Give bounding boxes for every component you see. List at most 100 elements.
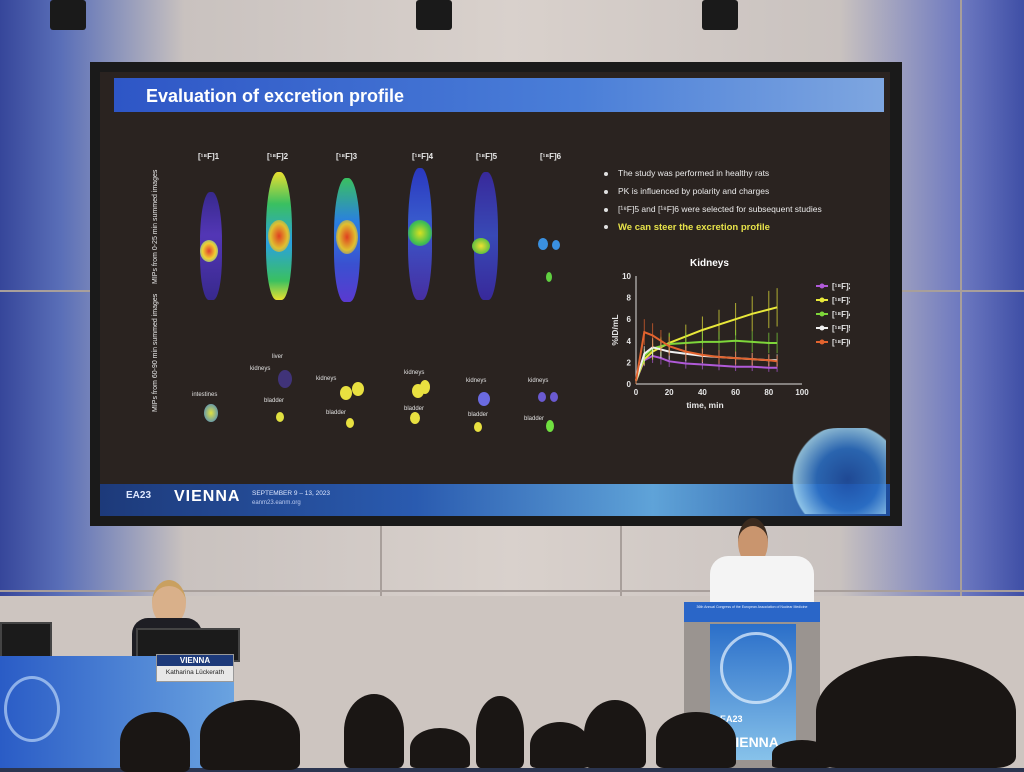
mip-hotspot [472, 238, 490, 254]
audience-head [530, 722, 590, 768]
x-axis-label: time, min [686, 400, 723, 410]
organ-label: kidneys [316, 376, 337, 382]
name-sign: VIENNA Katharina Lückerath [156, 654, 234, 682]
mip-hotspot [538, 238, 548, 250]
slide-title-bar: Evaluation of excretion profile [114, 78, 884, 112]
legend-marker [819, 311, 825, 317]
ferris-wheel-graphic [4, 676, 60, 742]
y-tick-label: 10 [622, 272, 631, 281]
compound-label: [¹⁸F]2 [267, 152, 289, 161]
audience-head [200, 700, 300, 770]
audience-head [656, 712, 736, 768]
podium-banner: 36th Annual Congress of the European Ass… [684, 602, 820, 622]
bullet-dot [604, 189, 608, 194]
slide-title: Evaluation of excretion profile [146, 86, 405, 106]
legend-marker [819, 325, 825, 331]
series-line [635, 330, 778, 381]
organ-label: kidneys [528, 378, 549, 384]
legend-marker [819, 339, 825, 345]
mip-hotspot [200, 240, 218, 262]
series-line [635, 339, 778, 382]
audience-head [476, 696, 524, 768]
organ-label: kidneys [404, 370, 425, 376]
compound-label: [¹⁸F]6 [540, 152, 562, 161]
y-tick-label: 4 [627, 337, 632, 346]
y-tick-label: 0 [627, 380, 632, 389]
audience-head [816, 656, 1016, 768]
highlight-bullet: We can steer the excretion profile [604, 222, 770, 233]
wall-seam [620, 526, 622, 596]
organ-label: kidneys [466, 378, 487, 384]
mip-hotspot [550, 392, 558, 402]
x-tick-label: 100 [795, 388, 809, 397]
legend-label: [¹⁸F]6 [832, 338, 850, 347]
row-label-early: MIPs from 0-25 min summed images [152, 169, 159, 284]
ceiling-spotlight [50, 0, 86, 30]
series-line [635, 354, 778, 382]
footer-city: VIENNA [174, 488, 241, 505]
mip-hotspot [474, 422, 482, 432]
compound-label: [¹⁸F]1 [198, 152, 220, 161]
wall-seam [960, 0, 962, 600]
slide-footer-band [100, 484, 890, 516]
podium-logo: EA23 [720, 714, 743, 724]
mip-hotspot [478, 392, 490, 406]
ceiling-spotlight [702, 0, 738, 30]
y-tick-label: 2 [627, 358, 632, 367]
mip-hotspot [546, 420, 554, 432]
bullet-dot [604, 207, 608, 212]
x-tick-label: 40 [698, 388, 707, 397]
x-tick-label: 20 [665, 388, 674, 397]
monitor [0, 622, 52, 662]
mip-hotspot [408, 220, 432, 246]
ceiling-spotlight [416, 0, 452, 30]
bullet-dot [604, 171, 608, 176]
organ-label: bladder [524, 416, 545, 422]
y-axis-label: %ID/mL [610, 314, 620, 345]
mip-hotspot [538, 392, 546, 402]
mip-hotspot [552, 240, 560, 250]
organ-label: liver [272, 354, 284, 360]
mip-hotspot [410, 412, 420, 424]
audience-head [120, 712, 190, 772]
series-line [635, 306, 778, 382]
footer-url: eanm23.eanm.org [252, 500, 301, 506]
legend-marker [819, 283, 825, 289]
y-tick-label: 8 [627, 294, 632, 303]
x-tick-label: 80 [764, 388, 773, 397]
mip-hotspot [352, 382, 364, 396]
mip-hotspot [276, 412, 284, 422]
name-sign-name: Katharina Lückerath [165, 669, 225, 676]
organ-label: intestines [192, 392, 218, 398]
x-tick-label: 0 [634, 388, 639, 397]
name-sign-city: VIENNA [157, 655, 233, 666]
mip-hotspot [268, 220, 290, 252]
organ-label: bladder [326, 410, 347, 416]
bullet-item: The study was performed in healthy rats [604, 168, 769, 178]
bullet-item: PK is influenced by polarity and charges [604, 186, 769, 196]
mip-hotspot [278, 370, 292, 388]
organ-label: bladder [468, 412, 489, 418]
mip-hotspot [340, 386, 352, 400]
organ-label: bladder [404, 406, 425, 412]
mip-hotspot [204, 404, 218, 422]
y-tick-label: 6 [627, 315, 632, 324]
legend-label: [¹⁸F]2 [832, 282, 850, 291]
mip-hotspot [420, 380, 430, 394]
compound-label: [¹⁸F]4 [412, 152, 434, 161]
organ-label: kidneys [250, 366, 271, 372]
eanm-logo: EA23 [126, 490, 152, 501]
audience-head [410, 728, 470, 768]
bullet-dot [604, 225, 608, 230]
speaker-shirt [710, 556, 814, 606]
ferris-wheel-graphic [720, 632, 792, 704]
ferris-wheel-graphic [790, 428, 886, 514]
footer-dates: SEPTEMBER 9 – 13, 2023 [252, 490, 331, 497]
podium-panel: EA23 VIENNA [710, 624, 796, 760]
kidney-uptake-chart: 0 20 40 60 80 100 0 2 4 6 8 10 time, min %ID/mL [¹⁸F]2… [610, 272, 850, 410]
chart-title: Kidneys [690, 258, 729, 269]
wall-seam [0, 590, 1024, 592]
row-label-late: MIPs from 60-90 min summed images [152, 293, 159, 412]
audience-head [584, 700, 646, 768]
bullet-item: [¹⁸F]5 and [¹⁸F]6 were selected for subs… [604, 204, 822, 214]
